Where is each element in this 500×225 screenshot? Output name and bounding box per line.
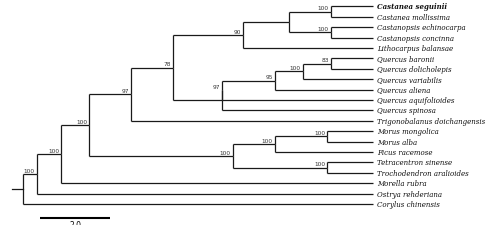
Text: Castanopsis concinna: Castanopsis concinna [376,34,454,43]
Text: 97: 97 [122,89,129,94]
Text: 100: 100 [318,27,329,32]
Text: Quercus aquifolioides: Quercus aquifolioides [376,97,454,105]
Text: Corylus chinensis: Corylus chinensis [376,200,440,208]
Text: Quercus variabilis: Quercus variabilis [376,76,442,84]
Text: 83: 83 [321,58,329,63]
Text: Quercus aliena: Quercus aliena [376,86,430,94]
Text: 100: 100 [314,162,325,167]
Text: 100: 100 [314,130,325,136]
Text: Morella rubra: Morella rubra [376,179,426,187]
Text: 100: 100 [318,6,329,11]
Text: Castanea mollissima: Castanea mollissima [376,14,450,22]
Text: Trigonobalanus doichangensis: Trigonobalanus doichangensis [376,117,485,125]
Text: 2.0: 2.0 [69,220,81,225]
Text: Quercus spinosa: Quercus spinosa [376,107,436,115]
Text: Morus alba: Morus alba [376,138,417,146]
Text: 90: 90 [234,30,241,35]
Text: Morus mongolica: Morus mongolica [376,128,438,136]
Text: 100: 100 [48,148,60,153]
Text: 100: 100 [76,119,88,124]
Text: Castanopsis echinocarpa: Castanopsis echinocarpa [376,24,466,32]
Text: 100: 100 [220,150,231,155]
Text: Ostrya rehderiana: Ostrya rehderiana [376,190,442,198]
Text: Lithocarpus balansae: Lithocarpus balansae [376,45,453,53]
Text: 100: 100 [262,138,273,143]
Text: Ficus racemose: Ficus racemose [376,148,432,156]
Text: 100: 100 [24,168,35,173]
Text: 100: 100 [290,66,301,71]
Text: Tetracentron sinense: Tetracentron sinense [376,159,452,167]
Text: 97: 97 [213,85,220,90]
Text: 95: 95 [265,75,273,80]
Text: Quercus dolicholepis: Quercus dolicholepis [376,65,452,74]
Text: Trochodendron aralioides: Trochodendron aralioides [376,169,468,177]
Text: Castanea seguinii: Castanea seguinii [376,3,446,11]
Text: 78: 78 [164,62,171,67]
Text: Quercus baronii: Quercus baronii [376,55,434,63]
